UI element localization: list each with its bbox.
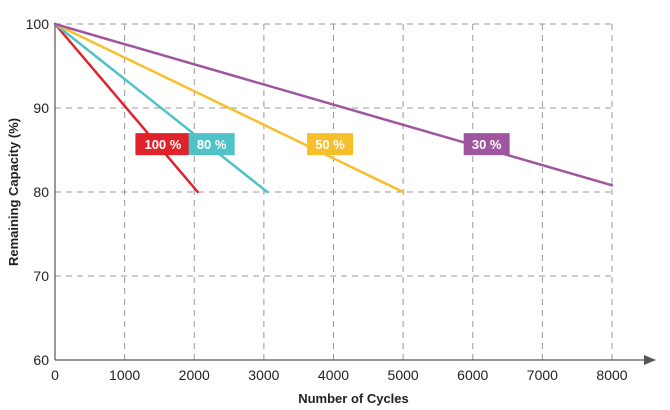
x-tick-label: 3000 (248, 367, 279, 383)
x-tick-label: 0 (51, 367, 59, 383)
series-line (53, 22, 405, 194)
grid (55, 23, 613, 360)
y-tick-label: 90 (33, 100, 49, 116)
series-label-box (463, 133, 510, 156)
series-line (53, 22, 199, 194)
y-tick-label: 60 (33, 352, 49, 368)
series-line (53, 22, 269, 194)
series-label-text: 100 % (144, 137, 181, 152)
x-tick-label: 6000 (457, 367, 488, 383)
x-tick-label: 8000 (596, 367, 627, 383)
series-label-text: 30 % (472, 137, 502, 152)
y-axis-title: Remaining Capacity (%) (6, 118, 21, 266)
series-label-text: 80 % (197, 137, 227, 152)
tick-labels: 0 1000 2000 3000 4000 5000 6000 7000 8000 60 70 80 9… (26, 16, 628, 383)
axes (54, 24, 656, 365)
x-tick-label: 4000 (318, 367, 349, 383)
x-tick-label: 7000 (527, 367, 558, 383)
x-tick-label: 1000 (109, 367, 140, 383)
y-tick-label: 80 (33, 184, 49, 200)
series-label-text: 50 % (315, 137, 345, 152)
y-tick-label: 70 (33, 268, 49, 284)
series-labels: 100 % 80 % 50 % 30 % (135, 133, 510, 156)
series-lines (53, 22, 614, 194)
series-label-box (135, 133, 191, 156)
x-tick-label: 2000 (179, 367, 210, 383)
x-axis-arrow-icon (644, 355, 656, 365)
y-tick-label: 100 (26, 16, 50, 32)
series-label-box (188, 133, 235, 156)
x-axis-title: Number of Cycles (298, 391, 409, 406)
x-tick-label: 5000 (388, 367, 419, 383)
series-label-box (307, 133, 354, 156)
series-line (53, 22, 614, 187)
